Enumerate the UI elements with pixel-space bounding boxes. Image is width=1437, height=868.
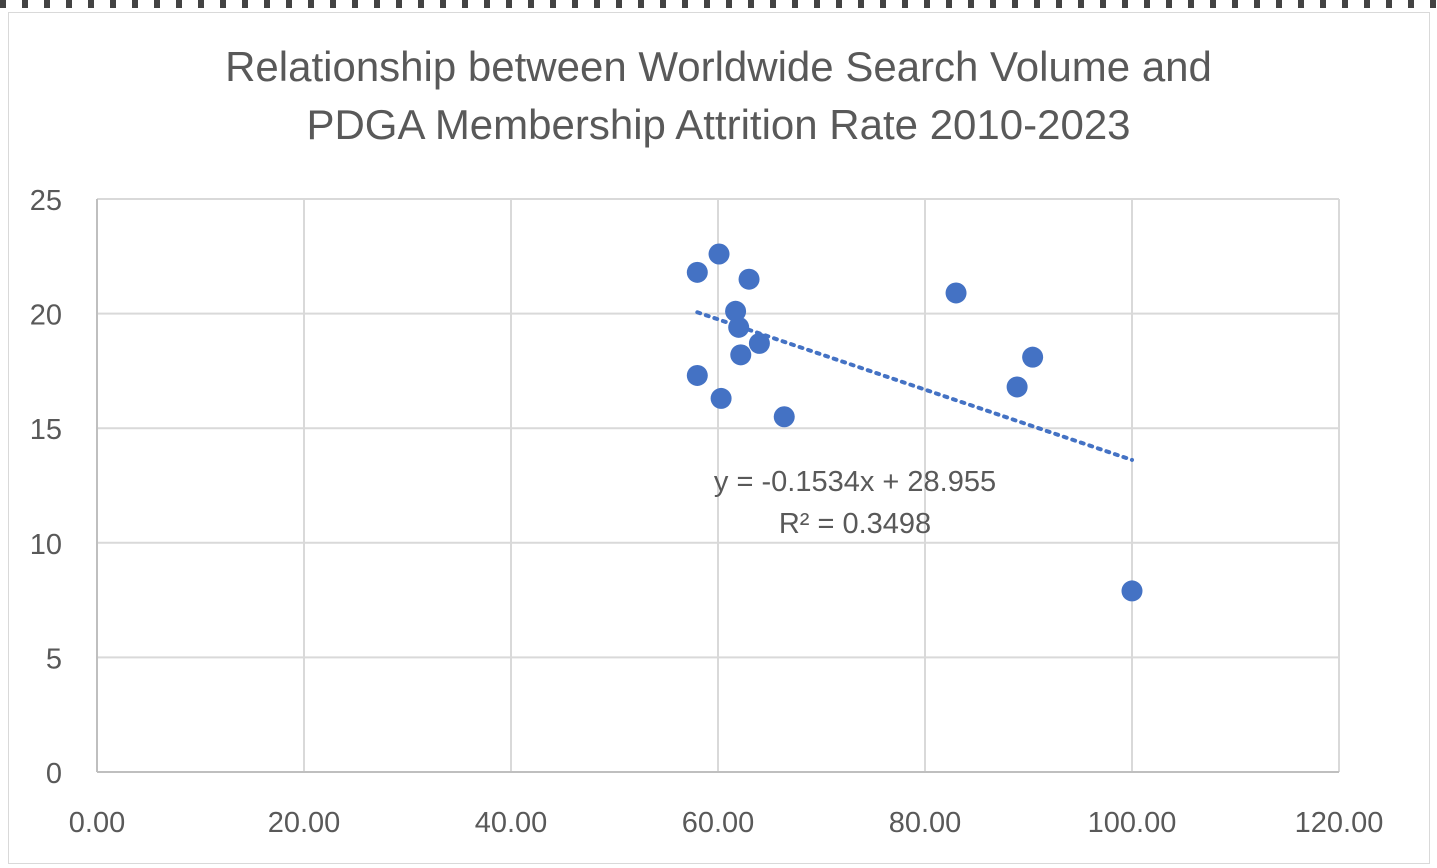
y-tick-label: 15	[30, 414, 62, 446]
x-tick-label: 40.00	[475, 807, 548, 839]
y-tick-label: 20	[30, 300, 62, 332]
x-tick-label: 120.00	[1295, 807, 1384, 839]
x-tick-label: 20.00	[268, 807, 341, 839]
data-point	[773, 406, 795, 428]
data-point	[1022, 346, 1044, 368]
y-tick-label: 0	[46, 758, 62, 790]
cropped-top-edge	[0, 0, 1437, 8]
data-point	[1121, 580, 1143, 602]
x-tick-label: 100.00	[1088, 807, 1177, 839]
y-tick-label: 5	[46, 643, 62, 675]
x-tick-label: 60.00	[682, 807, 755, 839]
x-tick-label: 80.00	[889, 807, 962, 839]
x-tick-label: 0.00	[69, 807, 125, 839]
chart-title-line-1: Relationship between Worldwide Search Vo…	[225, 43, 1212, 90]
data-point	[686, 261, 708, 283]
data-point	[725, 300, 747, 322]
y-tick-label: 10	[30, 529, 62, 561]
y-tick-label: 25	[30, 185, 62, 217]
trendline	[695, 310, 1134, 462]
trendline-equation: y = -0.1534x + 28.955	[714, 466, 996, 498]
data-point	[945, 282, 967, 304]
data-point	[710, 387, 732, 409]
data-point	[738, 268, 760, 290]
data-point	[708, 243, 730, 265]
chart-title-line-2: PDGA Membership Attrition Rate 2010-2023	[306, 101, 1131, 148]
data-point	[1006, 376, 1028, 398]
data-point	[748, 332, 770, 354]
data-point	[728, 316, 750, 338]
data-point	[686, 364, 708, 386]
chart-title: Relationship between Worldwide Search Vo…	[0, 38, 1437, 154]
data-point	[730, 344, 752, 366]
trendline-r-squared: R² = 0.3498	[779, 508, 931, 540]
